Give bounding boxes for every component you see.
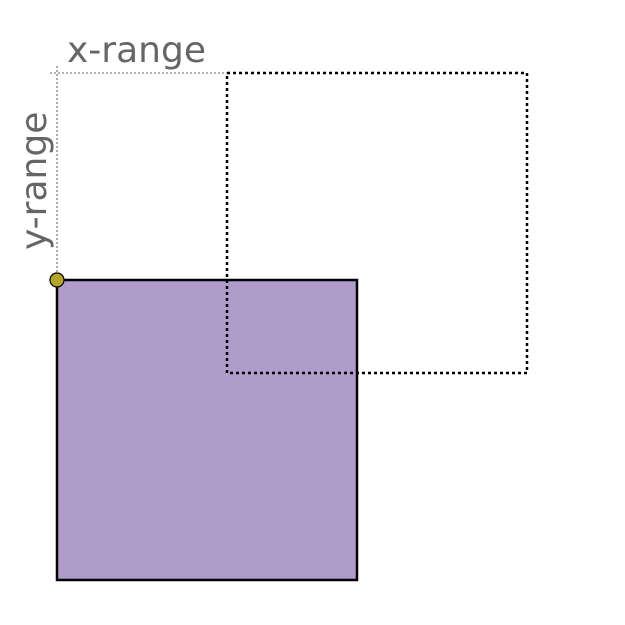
x-range-label: x-range (67, 30, 206, 71)
y-range-label: y-range (14, 112, 55, 250)
anchor-point (49, 272, 65, 288)
dotted-outline-square (225, 71, 529, 375)
filled-square (55, 278, 359, 582)
